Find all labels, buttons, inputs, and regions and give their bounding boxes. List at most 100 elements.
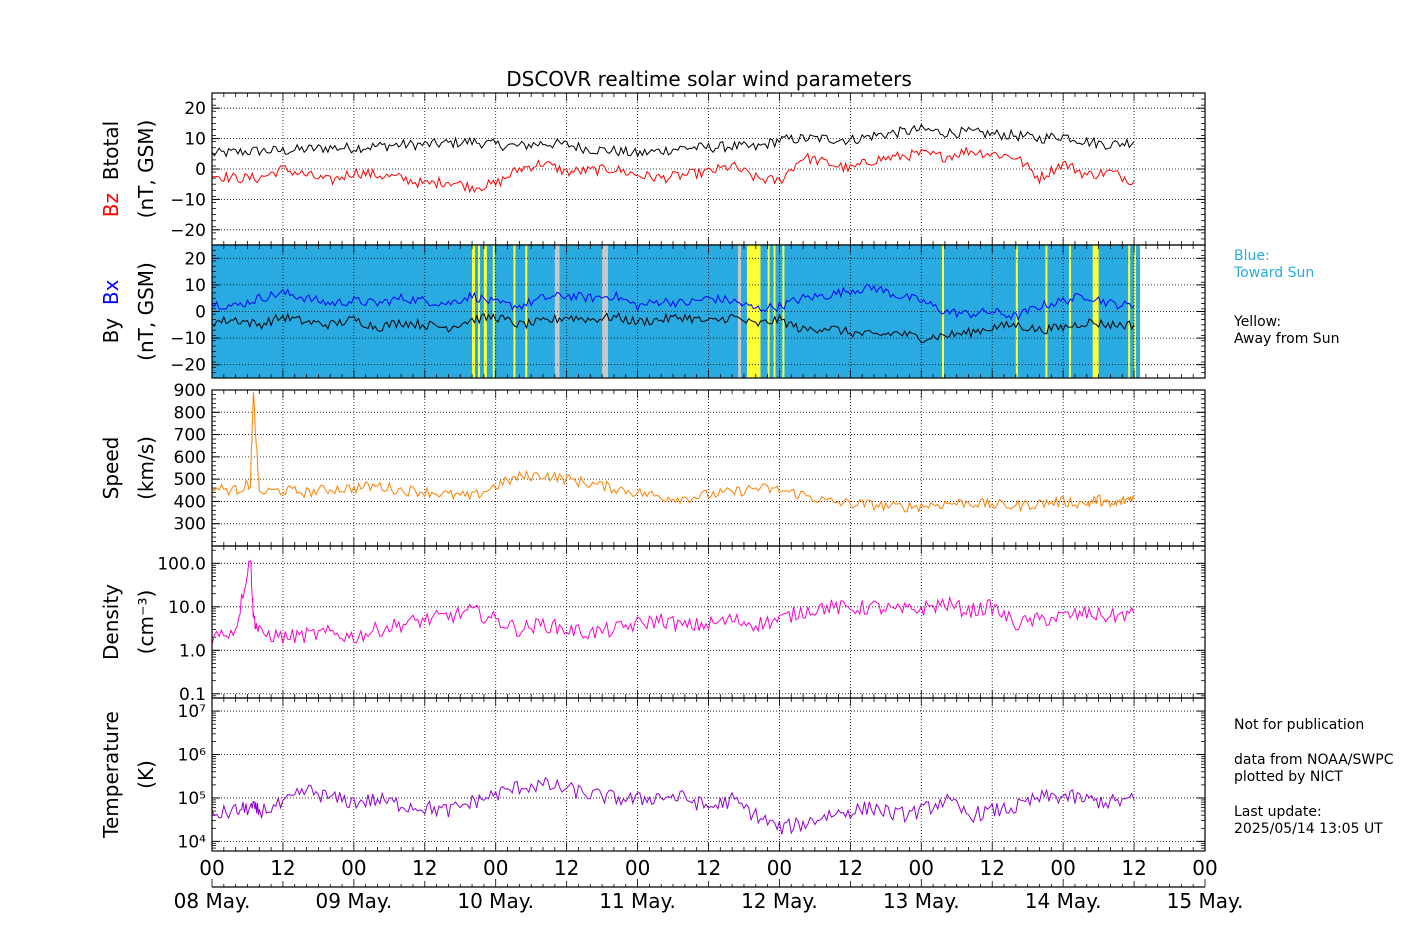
- panel-by_bx: 20 10 0 −10 −20 By Bx (nT, GSM): [99, 244, 1206, 379]
- y-tick-label: 300: [174, 515, 206, 535]
- date-label: 08 May.: [174, 889, 251, 913]
- away-from-sun-band: [1092, 245, 1099, 378]
- y-tick-label: 100.0: [157, 554, 206, 574]
- panel-density: 100.0 10.0 1.0 0.1 Density (cm⁻³): [99, 545, 1206, 705]
- x-tick-label: 12: [838, 856, 863, 880]
- series-line-by: [211, 312, 1135, 344]
- y-label-part: Temperature: [99, 711, 123, 839]
- y-axis-units: (K): [134, 760, 158, 789]
- y-tick-label: −10: [170, 190, 206, 210]
- y-tick-label: 700: [174, 426, 206, 446]
- away-from-sun-band: [773, 245, 776, 378]
- y-label-part: Speed: [99, 437, 123, 500]
- y-axis-units: (nT, GSM): [134, 262, 158, 361]
- y-tick-label: 10.0: [168, 598, 206, 618]
- y-tick-label: 900: [174, 381, 206, 401]
- last-update: Last update: 2025/05/14 13:05 UT: [1234, 804, 1383, 837]
- y-tick-label: 10⁴: [178, 832, 207, 852]
- data-source: data from NOAA/SWPC plotted by NICT: [1234, 752, 1394, 785]
- panel-frame: [211, 697, 1206, 852]
- legend-toward-sun: Blue: Toward Sun: [1234, 248, 1315, 281]
- date-label: 15 May.: [1167, 889, 1244, 913]
- y-tick-label: 10: [184, 276, 206, 296]
- away-from-sun-band: [941, 245, 944, 378]
- x-tick-label: 00: [1050, 856, 1075, 880]
- y-tick-label: 500: [174, 470, 206, 490]
- y-axis-units: (km/s): [134, 436, 158, 500]
- panels-group: 20 10 0 −10 −20 Bz Btotal (nT, GSM) 20 10 0 −10 −20…: [99, 92, 1206, 852]
- away-from-sun-band: [1134, 245, 1137, 378]
- x-tick-label: 00: [341, 856, 366, 880]
- y-label-part: Bx: [99, 279, 123, 317]
- y-axis-units: (nT, GSM): [134, 120, 158, 219]
- y-label-part: Bz: [99, 193, 123, 217]
- y-tick-label: 400: [174, 492, 206, 512]
- away-from-sun-band: [767, 245, 770, 378]
- x-tick-label: 00: [909, 856, 934, 880]
- y-tick-label: 10⁶: [178, 746, 207, 766]
- away-from-sun-band: [746, 245, 761, 378]
- y-tick-label: 1.0: [179, 641, 206, 661]
- x-tick-label: 12: [270, 856, 295, 880]
- y-axis-label: By Bx: [99, 279, 123, 343]
- x-tick-label: 12: [979, 856, 1004, 880]
- series-line-bz: [211, 146, 1135, 194]
- toward-sun-background: [212, 245, 1140, 378]
- legend-away-from-sun: Yellow: Away from Sun: [1234, 314, 1340, 347]
- series-line-temperature: [211, 776, 1135, 835]
- x-tick-label: 00: [1192, 856, 1217, 880]
- x-tick-label: 12: [554, 856, 579, 880]
- y-tick-label: −20: [170, 221, 206, 241]
- series-line-speed: [211, 392, 1135, 513]
- y-tick-label: 10: [184, 130, 206, 150]
- x-tick-label: 12: [696, 856, 721, 880]
- y-tick-label: −10: [170, 329, 206, 349]
- x-tick-label: 00: [767, 856, 792, 880]
- x-tick-label: 00: [625, 856, 650, 880]
- y-tick-label: 20: [184, 99, 206, 119]
- y-label-part: By: [99, 318, 123, 344]
- x-tick-label: 12: [412, 856, 437, 880]
- away-from-sun-band: [492, 245, 495, 378]
- date-label: 13 May.: [883, 889, 960, 913]
- away-from-sun-band: [513, 245, 516, 378]
- y-label-part: Density: [99, 584, 123, 660]
- x-tick-label: 12: [1121, 856, 1146, 880]
- series-line-btotal: [211, 123, 1135, 158]
- date-label: 14 May.: [1025, 889, 1102, 913]
- y-axis-label: Temperature: [99, 711, 123, 839]
- date-label: 11 May.: [599, 889, 676, 913]
- y-tick-label: 10⁷: [178, 702, 207, 722]
- y-tick-label: 800: [174, 403, 206, 423]
- y-tick-label: 10⁵: [178, 789, 206, 809]
- y-tick-label: 0: [195, 160, 206, 180]
- y-label-part: Btotal: [99, 121, 123, 193]
- y-tick-label: −20: [170, 356, 206, 376]
- y-axis-label: Bz Btotal: [99, 121, 123, 217]
- y-tick-label: 600: [174, 448, 206, 468]
- x-tick-label: 00: [483, 856, 508, 880]
- y-tick-label: 0.1: [179, 685, 206, 705]
- y-tick-label: 0: [195, 303, 206, 323]
- away-from-sun-band: [782, 245, 785, 378]
- panel-temperature: 10⁷ 10⁶ 10⁵ 10⁴ Temperature (K): [99, 697, 1206, 852]
- y-axis-units: (cm⁻³): [134, 590, 158, 655]
- date-label: 10 May.: [457, 889, 534, 913]
- date-label: 09 May.: [316, 889, 393, 913]
- panel-bz_btotal: 20 10 0 −10 −20 Bz Btotal (nT, GSM): [99, 92, 1206, 246]
- away-from-sun-band: [525, 245, 528, 378]
- y-axis-label: Speed: [99, 437, 123, 500]
- series-line-bx: [211, 283, 1135, 322]
- date-label: 12 May.: [741, 889, 818, 913]
- not-for-publication: Not for publication: [1234, 717, 1365, 733]
- y-tick-label: 20: [184, 249, 206, 269]
- x-tick-label: 00: [199, 856, 224, 880]
- y-axis-label: Density: [99, 584, 123, 660]
- away-from-sun-band: [477, 245, 480, 378]
- no-data-band: [738, 245, 742, 378]
- chart-title: DSCOVR realtime solar wind parameters: [506, 67, 912, 91]
- series-line-density: [211, 559, 1135, 645]
